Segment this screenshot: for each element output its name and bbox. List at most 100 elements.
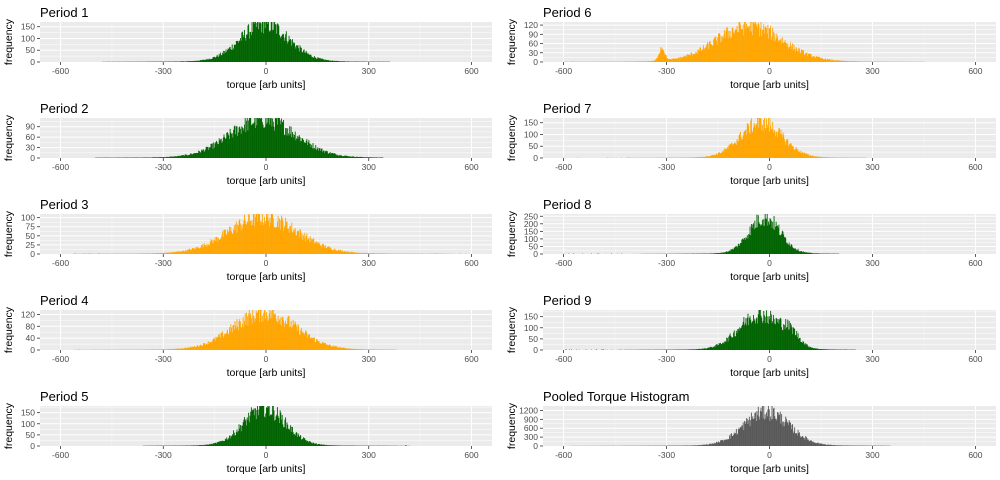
histogram-bar bbox=[729, 31, 731, 62]
histogram-bar bbox=[211, 240, 213, 254]
histogram-bar bbox=[712, 443, 714, 446]
histogram-bars bbox=[570, 406, 891, 446]
x-tick-label: -300 bbox=[658, 354, 675, 364]
histogram-bar bbox=[694, 349, 696, 350]
histogram-bar bbox=[707, 156, 709, 158]
histogram-bar bbox=[338, 155, 340, 158]
histogram-bar bbox=[723, 34, 725, 62]
histogram-bar bbox=[296, 138, 298, 158]
histogram-bar bbox=[298, 230, 300, 254]
histogram-bar bbox=[784, 141, 786, 158]
histogram-bar bbox=[202, 343, 204, 350]
histogram-bar bbox=[688, 349, 690, 350]
histogram-bar bbox=[295, 140, 297, 158]
x-tick-label: 300 bbox=[362, 258, 376, 268]
histogram-bar bbox=[827, 349, 829, 350]
histogram-bar bbox=[228, 437, 230, 446]
histogram-bar bbox=[352, 349, 354, 350]
histogram-bar bbox=[226, 51, 228, 62]
histogram-bar bbox=[217, 144, 219, 158]
histogram-bar bbox=[336, 154, 338, 158]
histogram-bar bbox=[157, 253, 159, 254]
histogram-bar bbox=[320, 245, 322, 254]
histogram-bar bbox=[757, 22, 759, 62]
histogram-bar bbox=[207, 344, 209, 350]
histogram-bar bbox=[194, 347, 196, 350]
histogram-bar bbox=[800, 53, 802, 62]
histogram-bar bbox=[170, 156, 172, 158]
histogram-bar bbox=[285, 128, 287, 158]
histogram-bar bbox=[193, 60, 195, 62]
histogram-bar bbox=[220, 55, 222, 62]
histogram-bar bbox=[290, 432, 292, 446]
y-tick-label: 50 bbox=[26, 430, 36, 440]
histogram-bar bbox=[227, 333, 229, 350]
histogram-bar bbox=[213, 147, 215, 158]
histogram-bar bbox=[825, 157, 826, 158]
histogram-bar bbox=[752, 320, 754, 350]
histogram-bar bbox=[241, 425, 243, 446]
histogram-bar bbox=[195, 60, 197, 62]
histogram-bar bbox=[266, 22, 267, 62]
histogram-bar bbox=[280, 38, 282, 62]
histogram-bar bbox=[779, 134, 781, 158]
histogram-bar bbox=[801, 50, 803, 62]
histogram-bar bbox=[796, 432, 798, 446]
histogram-bar bbox=[305, 241, 306, 254]
histogram-bar bbox=[838, 60, 840, 62]
histogram-bar bbox=[750, 412, 752, 446]
histogram-bar bbox=[768, 131, 770, 158]
histogram-bar bbox=[202, 247, 204, 254]
histogram-bar bbox=[348, 348, 350, 350]
histogram-bar bbox=[707, 156, 708, 158]
histogram-bar bbox=[213, 142, 215, 158]
histogram-bar bbox=[694, 157, 695, 158]
histogram-bar bbox=[272, 214, 274, 254]
histogram-bar bbox=[834, 349, 835, 350]
histogram-bar bbox=[346, 252, 348, 254]
histogram-bar bbox=[368, 253, 369, 254]
histogram-bar bbox=[772, 419, 774, 446]
histogram-bar bbox=[270, 414, 272, 446]
histogram-bar bbox=[278, 227, 280, 254]
histogram-bar bbox=[246, 417, 248, 446]
histogram-bar bbox=[789, 47, 791, 62]
histogram-bar bbox=[227, 48, 229, 62]
histogram-bar bbox=[746, 325, 748, 350]
histogram-bar bbox=[270, 118, 272, 158]
histogram-bar bbox=[293, 324, 295, 350]
histogram-bar bbox=[788, 146, 789, 158]
histogram-bar bbox=[325, 445, 327, 446]
histogram-bar bbox=[202, 345, 204, 350]
histogram-bar bbox=[331, 249, 333, 254]
histogram-bar bbox=[785, 418, 787, 446]
histogram-bar bbox=[831, 349, 833, 350]
histogram-bar bbox=[384, 253, 386, 254]
x-tick-label: -600 bbox=[555, 258, 572, 268]
histogram-bar bbox=[307, 142, 309, 158]
histogram-bar bbox=[244, 124, 245, 158]
histogram-bar bbox=[244, 29, 245, 63]
histogram-bar bbox=[198, 150, 200, 158]
histogram-bar bbox=[789, 245, 791, 254]
histogram-bar bbox=[711, 253, 713, 254]
histogram-bar bbox=[165, 157, 167, 158]
histogram-bar bbox=[788, 329, 789, 350]
histogram-bar bbox=[213, 443, 215, 446]
histogram-bar bbox=[192, 248, 194, 254]
histogram-bar bbox=[307, 334, 309, 350]
histogram-bar bbox=[272, 121, 274, 158]
histogram-bar bbox=[739, 22, 741, 62]
histogram-bar bbox=[218, 442, 220, 446]
histogram-bar bbox=[822, 58, 824, 62]
histogram-bar bbox=[678, 57, 680, 62]
histogram-bar bbox=[819, 444, 821, 446]
histogram-bar bbox=[792, 327, 794, 350]
histogram-bar bbox=[367, 253, 369, 254]
histogram-bar bbox=[643, 61, 645, 62]
histogram-bar bbox=[358, 157, 360, 158]
y-tick-label: 100 bbox=[524, 323, 538, 333]
histogram-bar bbox=[357, 349, 358, 350]
histogram-bar bbox=[791, 424, 793, 446]
